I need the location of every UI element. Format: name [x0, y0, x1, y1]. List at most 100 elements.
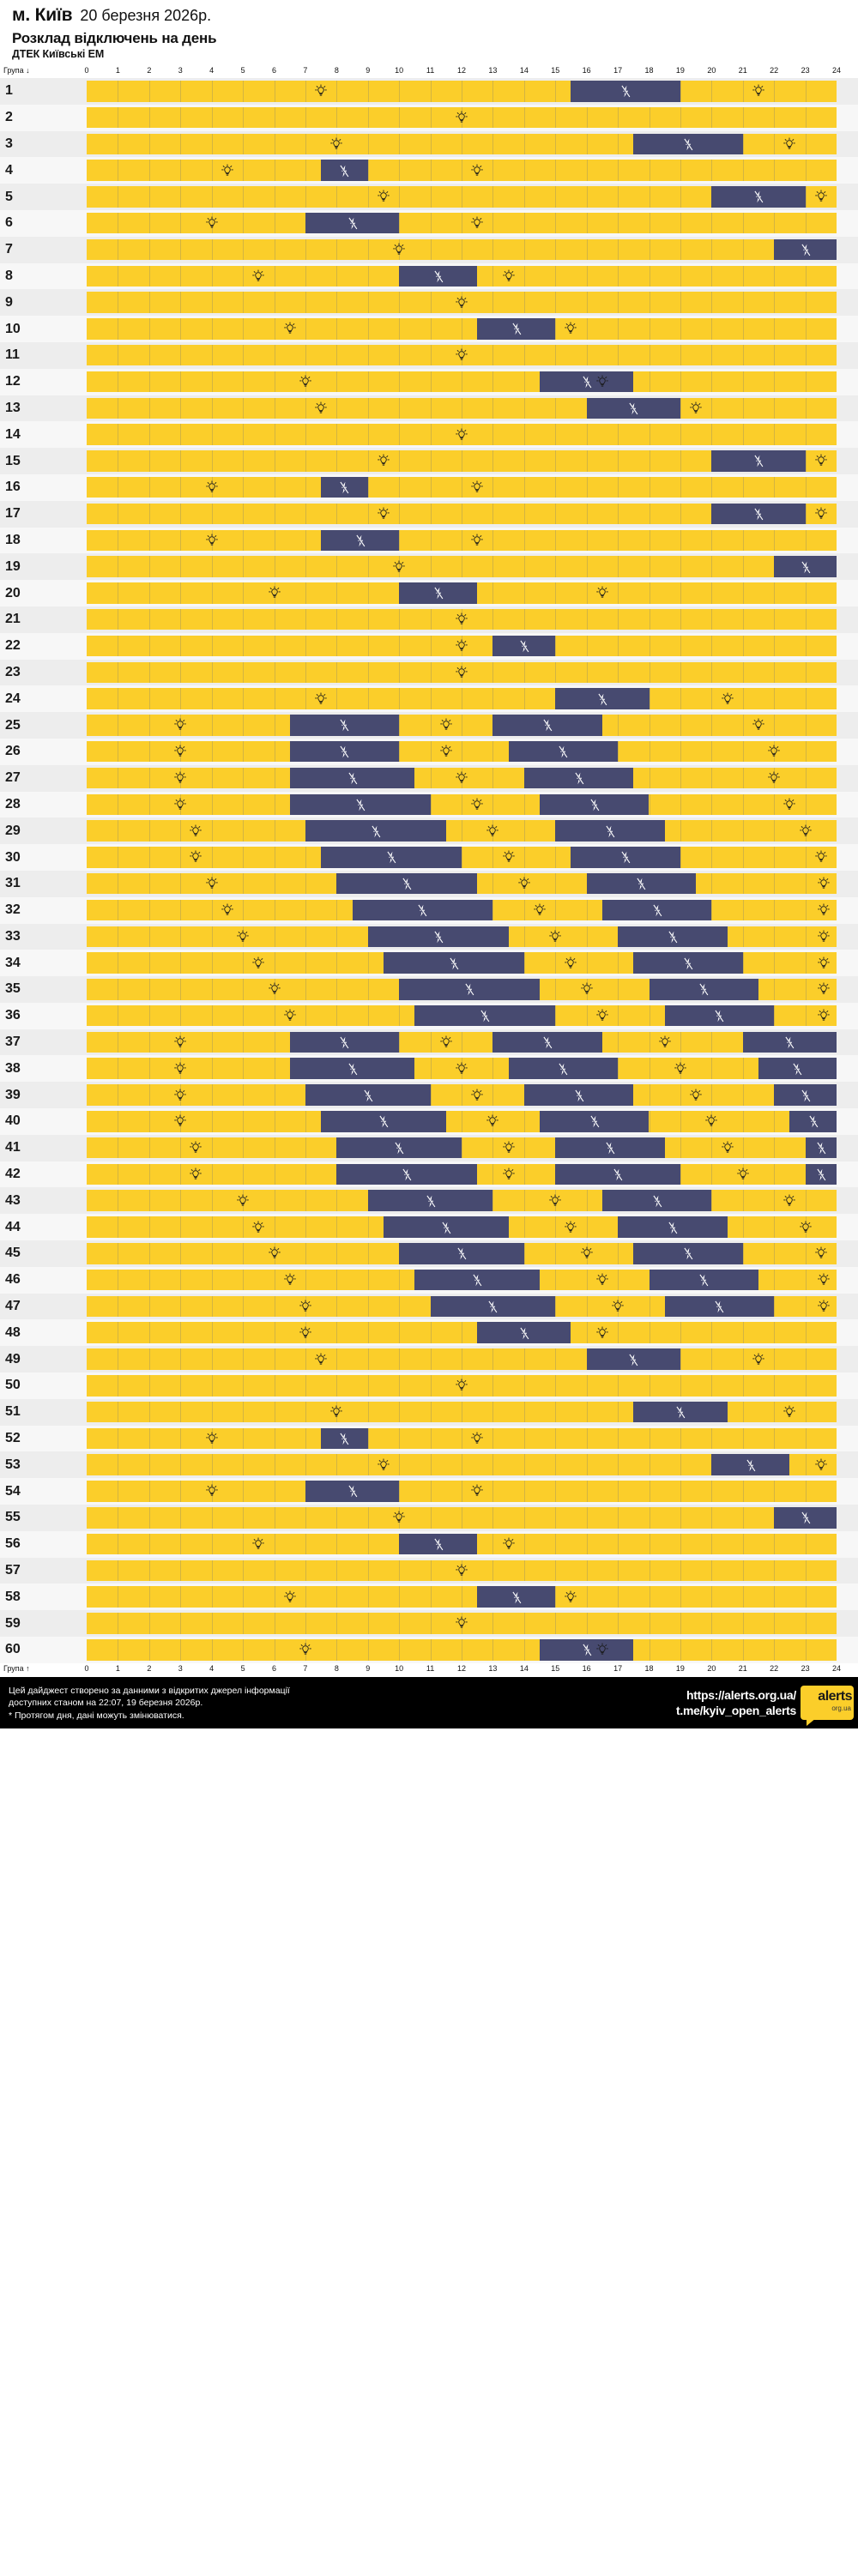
outage-block[interactable] [336, 1137, 462, 1159]
outage-block[interactable] [321, 529, 400, 552]
schedule-row[interactable]: 25 [0, 712, 858, 739]
schedule-row[interactable]: 58 [0, 1584, 858, 1611]
group-timeline[interactable] [87, 1639, 837, 1661]
schedule-row[interactable]: 41 [0, 1134, 858, 1161]
group-timeline[interactable] [87, 318, 837, 340]
group-timeline[interactable] [87, 715, 837, 736]
outage-block[interactable] [477, 318, 556, 340]
group-timeline[interactable] [87, 476, 837, 498]
group-timeline[interactable] [87, 740, 837, 763]
outage-block[interactable] [571, 81, 680, 102]
outage-block[interactable] [586, 872, 697, 895]
group-timeline[interactable] [87, 1084, 837, 1106]
schedule-row[interactable]: 52 [0, 1425, 858, 1452]
group-timeline[interactable] [87, 1163, 837, 1185]
schedule-row[interactable]: 26 [0, 738, 858, 765]
outage-block[interactable] [618, 1216, 728, 1238]
schedule-row[interactable]: 18 [0, 527, 858, 554]
outage-block[interactable] [618, 926, 728, 947]
outage-block[interactable] [414, 1269, 541, 1291]
outage-block[interactable] [321, 476, 368, 498]
outage-block[interactable] [555, 820, 665, 842]
group-timeline[interactable] [87, 979, 837, 1000]
schedule-row[interactable]: 43 [0, 1187, 858, 1215]
group-timeline[interactable] [87, 1137, 837, 1159]
outage-block[interactable] [399, 582, 478, 604]
group-timeline[interactable] [87, 688, 837, 709]
schedule-row[interactable]: 17 [0, 500, 858, 528]
outage-block[interactable] [321, 847, 462, 868]
schedule-row[interactable]: 33 [0, 923, 858, 950]
schedule-row[interactable]: 20 [0, 580, 858, 606]
schedule-row[interactable]: 4 [0, 157, 858, 184]
outage-block[interactable] [321, 1111, 446, 1132]
group-timeline[interactable] [87, 1427, 837, 1450]
group-timeline[interactable] [87, 899, 837, 921]
outage-block[interactable] [540, 1639, 634, 1661]
outage-block[interactable] [399, 1243, 524, 1264]
group-timeline[interactable] [87, 212, 837, 234]
group-timeline[interactable] [87, 1190, 837, 1211]
group-timeline[interactable] [87, 1295, 837, 1318]
schedule-row[interactable]: 42 [0, 1161, 858, 1188]
schedule-row[interactable]: 44 [0, 1214, 858, 1241]
group-timeline[interactable] [87, 1269, 837, 1291]
schedule-row[interactable]: 9 [0, 289, 858, 317]
outage-block[interactable] [305, 212, 400, 234]
outage-block[interactable] [774, 1507, 837, 1529]
schedule-row[interactable]: 49 [0, 1346, 858, 1373]
group-timeline[interactable] [87, 397, 837, 419]
outage-block[interactable] [399, 265, 478, 287]
outage-block[interactable] [664, 1004, 775, 1027]
schedule-row[interactable]: 54 [0, 1478, 858, 1505]
outage-block[interactable] [383, 952, 524, 974]
outage-block[interactable] [774, 1084, 837, 1106]
outage-block[interactable] [383, 1216, 509, 1238]
outage-block[interactable] [540, 1111, 650, 1132]
schedule-row[interactable]: 30 [0, 844, 858, 871]
outage-block[interactable] [758, 1058, 837, 1079]
group-timeline[interactable] [87, 1559, 837, 1582]
outage-block[interactable] [586, 397, 680, 419]
group-timeline[interactable] [87, 1243, 837, 1264]
schedule-row[interactable]: 23 [0, 659, 858, 686]
schedule-row[interactable]: 55 [0, 1505, 858, 1531]
group-timeline[interactable] [87, 424, 837, 445]
group-timeline[interactable] [87, 133, 837, 155]
outage-block[interactable] [492, 635, 556, 657]
group-timeline[interactable] [87, 344, 837, 366]
schedule-row[interactable]: 31 [0, 870, 858, 897]
group-timeline[interactable] [87, 371, 837, 393]
group-timeline[interactable] [87, 661, 837, 684]
group-timeline[interactable] [87, 1507, 837, 1529]
group-timeline[interactable] [87, 503, 837, 525]
outage-block[interactable] [555, 1163, 680, 1185]
outage-block[interactable] [586, 1348, 680, 1370]
outage-block[interactable] [664, 1295, 775, 1318]
outage-block[interactable] [711, 450, 806, 472]
outage-block[interactable] [336, 872, 478, 895]
outage-block[interactable] [774, 556, 837, 577]
outage-block[interactable] [805, 1137, 837, 1159]
outage-block[interactable] [367, 1190, 493, 1211]
group-timeline[interactable] [87, 847, 837, 868]
group-timeline[interactable] [87, 106, 837, 129]
outage-block[interactable] [742, 1031, 837, 1053]
group-timeline[interactable] [87, 582, 837, 604]
group-timeline[interactable] [87, 1031, 837, 1053]
schedule-row[interactable]: 10 [0, 316, 858, 342]
schedule-row[interactable]: 27 [0, 764, 858, 792]
group-timeline[interactable] [87, 450, 837, 472]
group-timeline[interactable] [87, 1348, 837, 1370]
group-timeline[interactable] [87, 608, 837, 630]
group-timeline[interactable] [87, 635, 837, 657]
outage-block[interactable] [492, 1031, 602, 1053]
schedule-row[interactable]: 60 [0, 1637, 858, 1663]
outage-block[interactable] [289, 1031, 400, 1053]
outage-block[interactable] [601, 1190, 712, 1211]
outage-block[interactable] [430, 1295, 556, 1318]
schedule-row[interactable]: 38 [0, 1055, 858, 1083]
outage-block[interactable] [711, 503, 806, 525]
outage-block[interactable] [805, 1163, 837, 1185]
outage-block[interactable] [711, 186, 806, 208]
